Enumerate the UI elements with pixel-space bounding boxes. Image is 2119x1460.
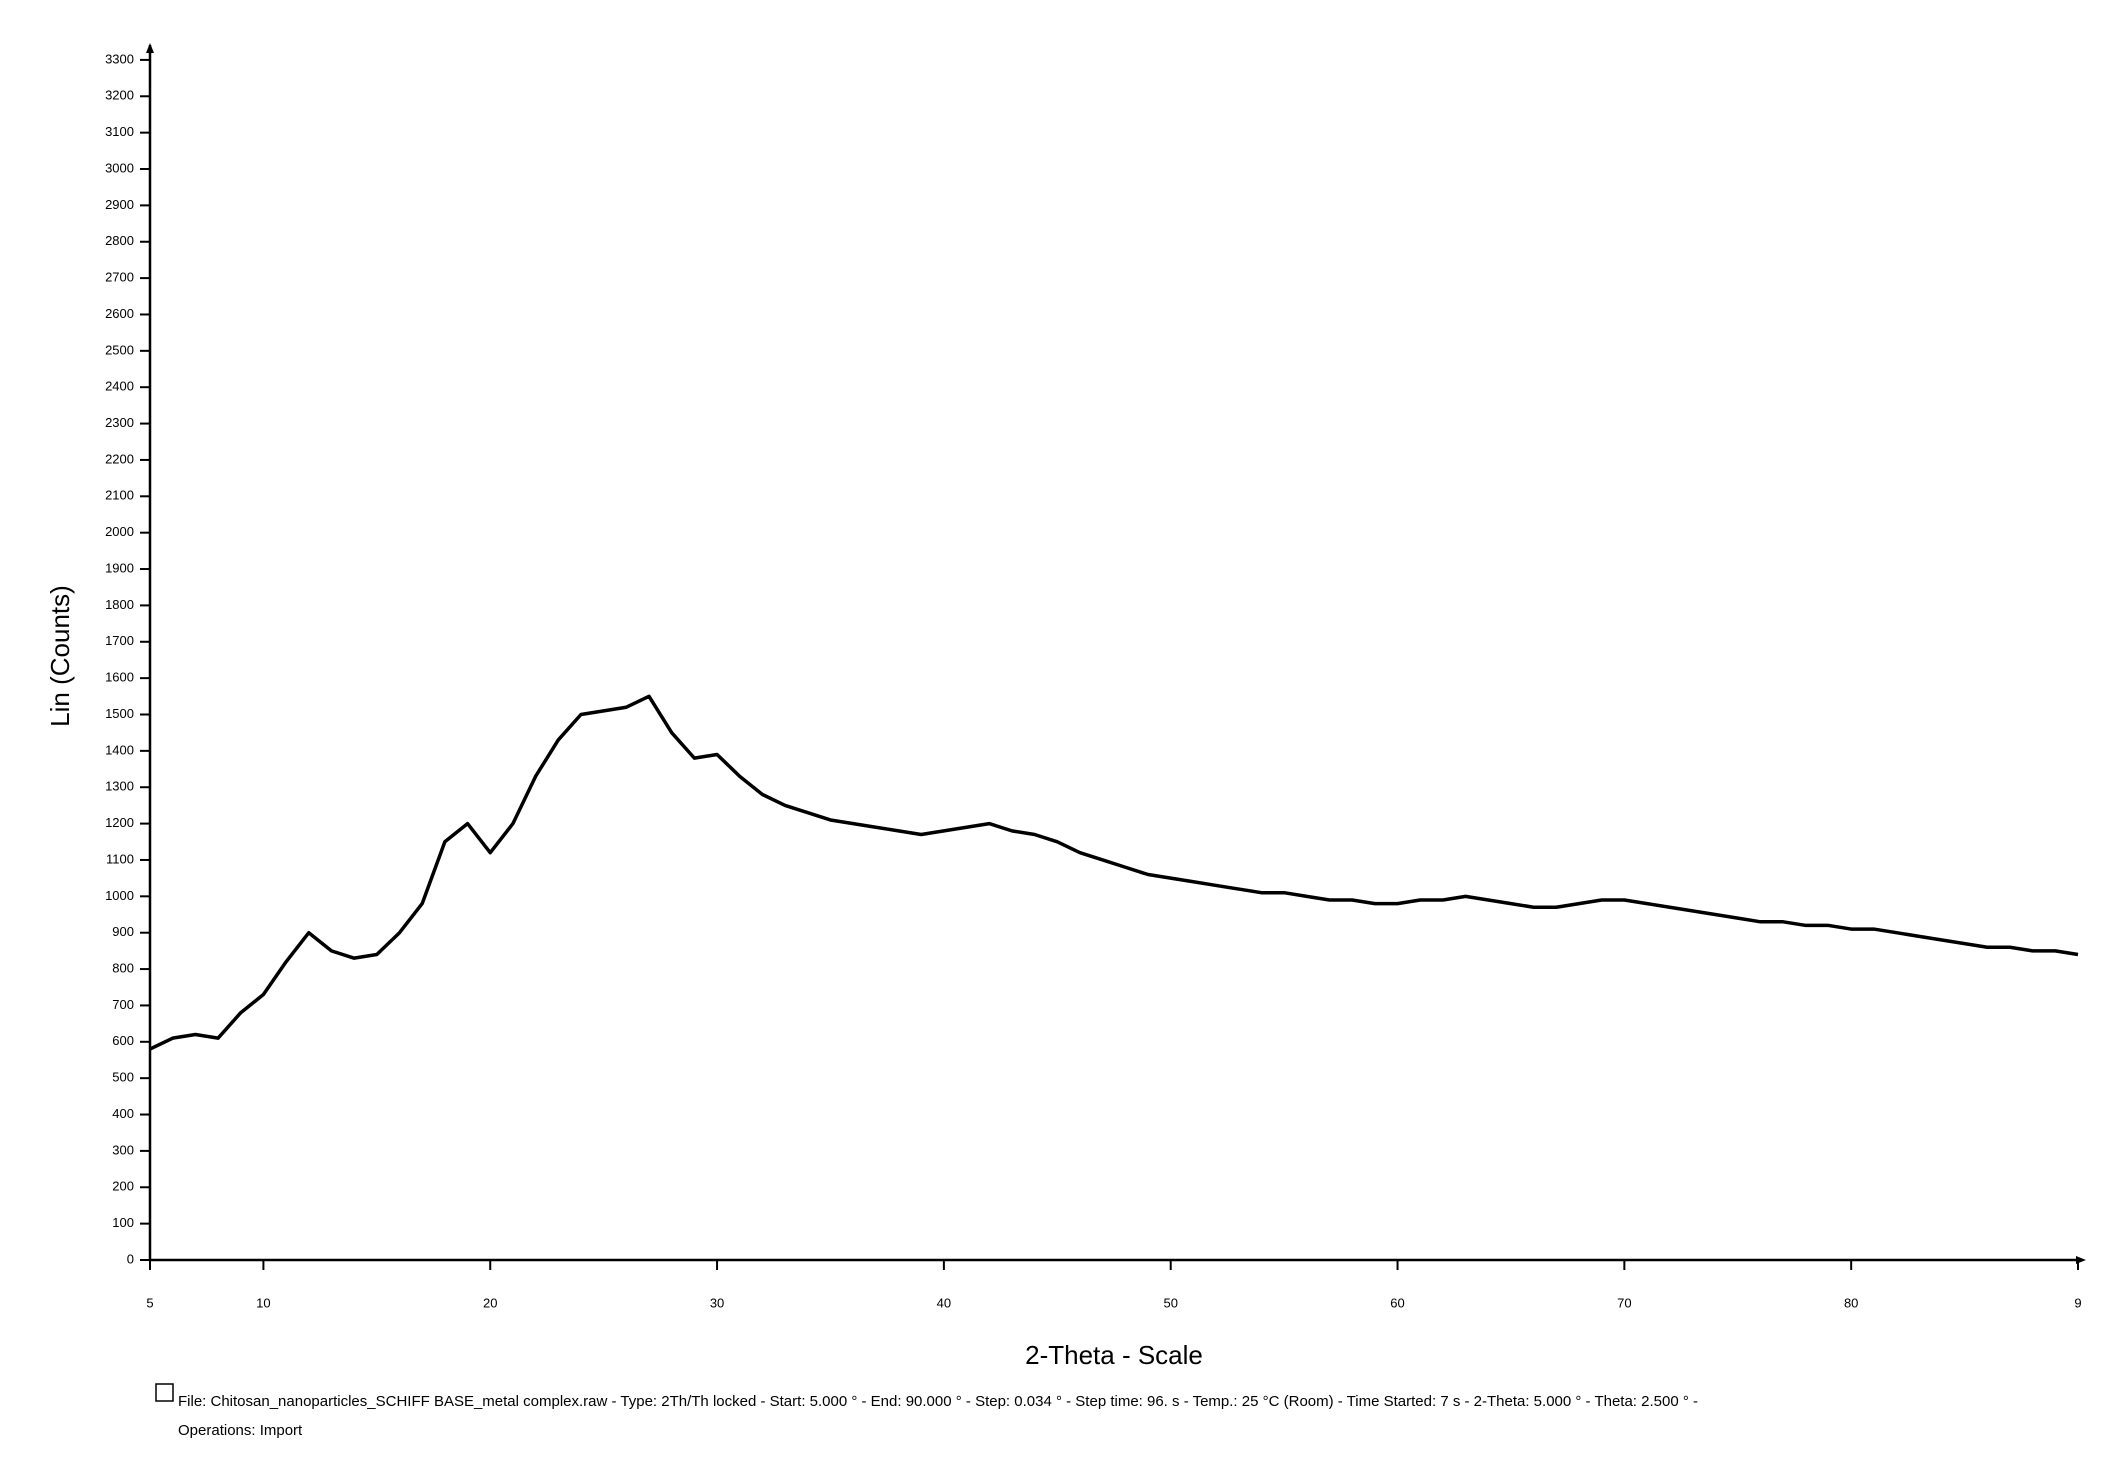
x-tick-label: 5 [146,1295,153,1310]
x-tick-label: 40 [937,1295,951,1310]
x-tick-label: 9 [2074,1295,2081,1310]
y-tick-label: 800 [112,961,134,976]
y-tick-label: 1500 [105,706,134,721]
y-tick-label: 2200 [105,451,134,466]
y-tick-label: 3000 [105,160,134,175]
y-tick-label: 3100 [105,124,134,139]
x-tick-label: 20 [483,1295,497,1310]
footer-line: Operations: Import [178,1422,303,1439]
y-tick-label: 1900 [105,560,134,575]
y-tick-label: 1800 [105,597,134,612]
y-tick-label: 2600 [105,306,134,321]
y-tick-label: 400 [112,1106,134,1121]
y-tick-label: 1000 [105,888,134,903]
y-axis-label: Lin (Counts) [45,585,75,727]
y-tick-label: 2700 [105,270,134,285]
y-tick-label: 2800 [105,233,134,248]
y-tick-label: 600 [112,1033,134,1048]
y-tick-label: 700 [112,997,134,1012]
x-axis-label: 2-Theta - Scale [1025,1340,1203,1370]
y-tick-label: 100 [112,1215,134,1230]
y-tick-label: 2100 [105,488,134,503]
y-tick-label: 2000 [105,524,134,539]
y-tick-label: 2500 [105,342,134,357]
footer-line: File: Chitosan_nanoparticles_SCHIFF BASE… [178,1393,1698,1410]
data-line [149,694,2079,1051]
y-tick-label: 900 [112,924,134,939]
y-tick-label: 3300 [105,51,134,66]
x-tick-label: 50 [1163,1295,1177,1310]
y-tick-label: 1600 [105,670,134,685]
x-tick-label: 60 [1390,1295,1404,1310]
y-tick-label: 200 [112,1179,134,1194]
y-tick-label: 3200 [105,88,134,103]
y-axis-arrow [146,43,154,53]
x-tick-label: 80 [1844,1295,1858,1310]
y-tick-label: 1200 [105,815,134,830]
y-tick-label: 500 [112,1070,134,1085]
y-tick-label: 0 [127,1251,134,1266]
file-icon [155,1383,174,1402]
x-tick-label: 30 [710,1295,724,1310]
y-tick-label: 1400 [105,742,134,757]
x-tick-label: 70 [1617,1295,1631,1310]
y-tick-label: 300 [112,1142,134,1157]
y-tick-label: 1100 [106,851,134,866]
y-tick-label: 1700 [105,633,134,648]
y-tick-label: 1300 [105,779,134,794]
x-tick-label: 10 [256,1295,270,1310]
y-tick-label: 2400 [105,379,134,394]
y-tick-label: 2900 [105,197,134,212]
y-tick-label: 2300 [105,415,134,430]
